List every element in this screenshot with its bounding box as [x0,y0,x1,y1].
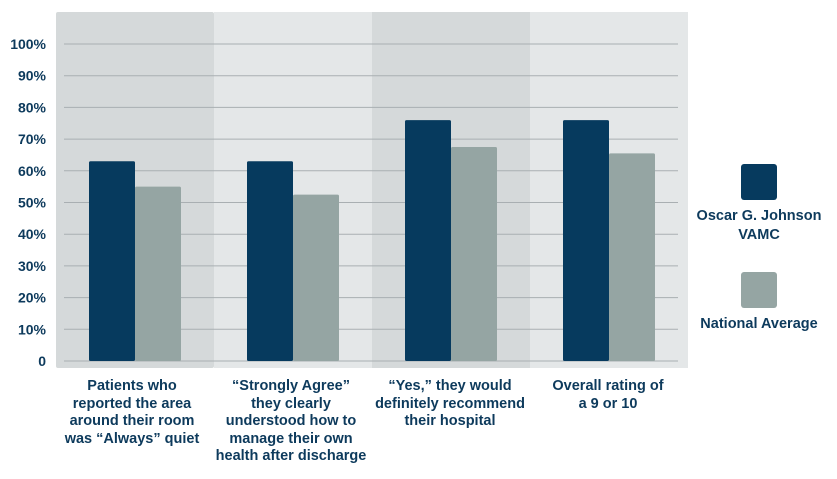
y-tick-label-100: 100% [10,36,46,52]
y-tick-label-40: 40% [18,226,47,242]
legend-swatch-national-average [741,272,777,308]
bar-series1-cat1 [89,161,135,361]
bars [89,120,655,361]
bar-series1-cat3 [405,120,451,361]
category-label-2: “Strongly Agree” they clearly understood… [215,378,367,464]
category-label-3: “Yes,” they would definitely recommend t… [375,378,525,429]
y-tick-label-30: 30% [18,258,47,274]
legend-label-national-average: National Average [700,316,818,332]
y-tick-label-90: 90% [18,68,47,84]
legend-label-oscar-g-johnson: Oscar G. Johnson VAMC [696,208,822,243]
bar-series2-cat2 [293,194,339,361]
bar-series1-cat4 [563,120,609,361]
y-tick-label-20: 20% [18,290,47,306]
bar-series1-cat2 [247,161,293,361]
bar-series2-cat1 [135,186,181,361]
y-tick-label-80: 80% [18,99,47,115]
category-label-4: Overall rating of a 9 or 10 [552,378,664,412]
bar-series2-cat4 [609,153,655,361]
y-tick-label-70: 70% [18,131,47,147]
y-tick-label-50: 50% [18,195,47,211]
y-tick-label-60: 60% [18,163,47,179]
y-axis-ticks: 0 10% 20% 30% 40% 50% 60% 70% 80% 90% 100% [10,36,46,369]
category-label-1: Patients who reported the area around th… [64,378,200,447]
bar-series2-cat3 [451,147,497,361]
y-tick-label-10: 10% [18,321,47,337]
y-tick-label-0: 0 [38,353,46,369]
legend-swatch-oscar-g-johnson [741,164,777,200]
